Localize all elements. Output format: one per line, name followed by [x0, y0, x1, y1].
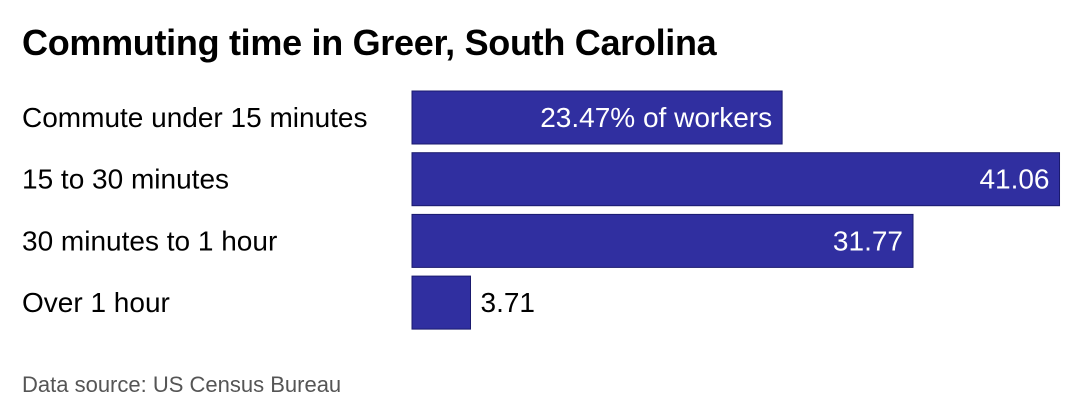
bar — [411, 213, 914, 268]
category-label: 30 minutes to 1 hour — [22, 225, 277, 256]
data-source-note: Data source: US Census Bureau — [22, 372, 342, 397]
bar — [411, 152, 1061, 207]
bar — [411, 90, 783, 145]
category-label: 15 to 30 minutes — [22, 164, 229, 195]
value-label: 31.77 — [833, 225, 903, 256]
bar — [411, 275, 472, 330]
value-label: 3.71 — [481, 287, 536, 318]
category-label: Over 1 hour — [22, 287, 170, 318]
value-label: 23.47% of workers — [540, 102, 772, 133]
value-label: 41.06 — [979, 164, 1049, 195]
category-label: Commute under 15 minutes — [22, 102, 368, 133]
chart-title: Commuting time in Greer, South Carolina — [22, 22, 717, 63]
